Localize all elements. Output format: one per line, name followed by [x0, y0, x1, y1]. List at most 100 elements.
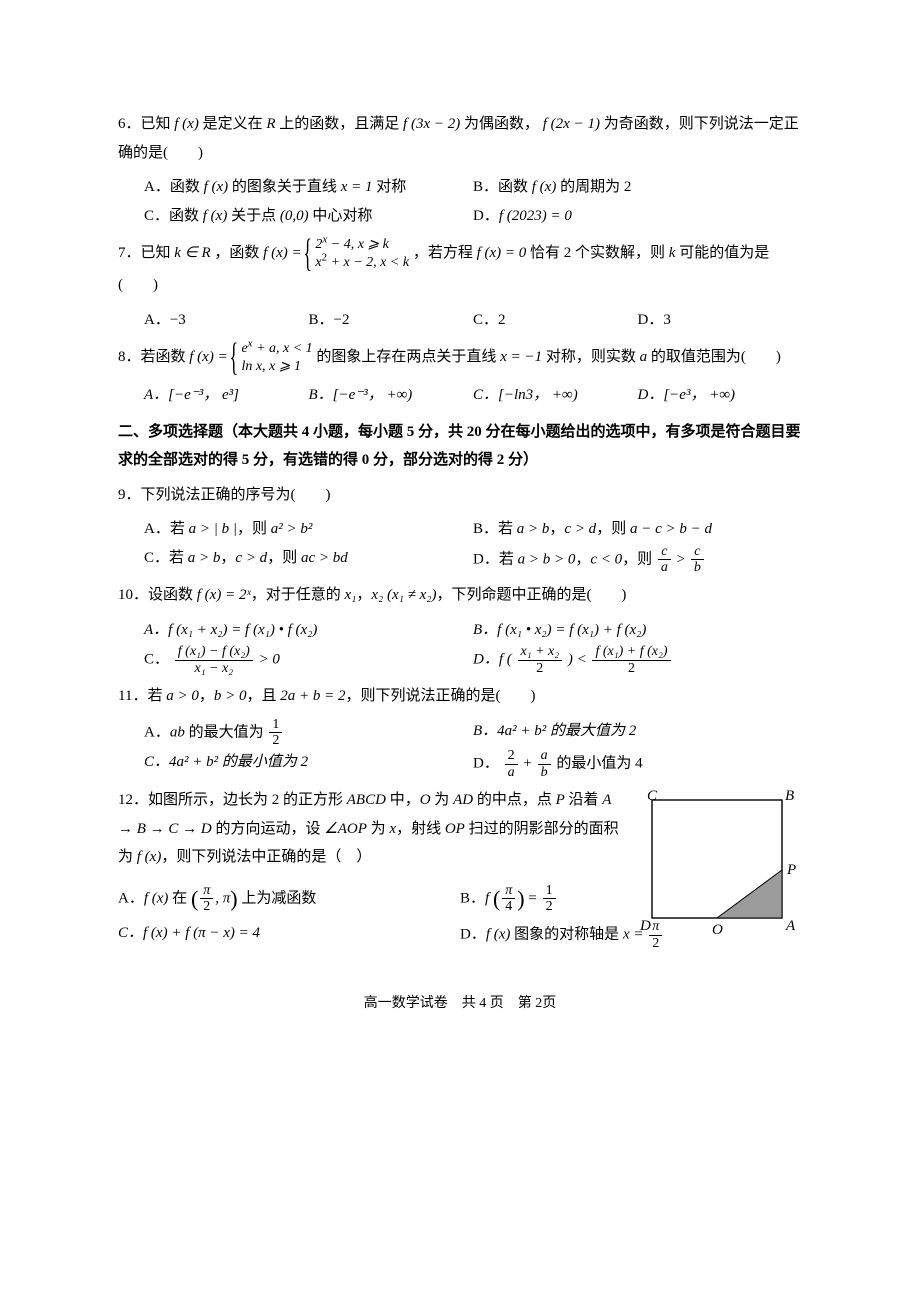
q11-t: ，则下列说法正确的是( ): [345, 688, 535, 704]
q7-piecewise: 2x − 4, x ⩾ k x2 + x − 2, x < k: [305, 236, 409, 271]
q11-A-d: 2: [269, 732, 282, 748]
q12-option-A: A．f (x) 在 (π2, π) 上为减函数: [118, 878, 460, 920]
q6-B-text: B．函数: [473, 179, 532, 195]
q10-t: ，下列命题中正确的是( ): [436, 587, 626, 603]
q11-c1: a > 0: [166, 688, 199, 704]
q11-A-ab: ab: [170, 724, 185, 740]
q6-A-text: A．函数: [144, 179, 204, 195]
q11-option-D: D． 2a + ab 的最小值为 4: [473, 748, 802, 780]
q12-OP: OP: [445, 821, 465, 837]
q11-options: A．ab 的最大值为 12 B．4a² + b² 的最大值为 2 C．4a² +…: [118, 717, 802, 781]
q12-A-d: 2: [200, 898, 213, 914]
q6-f3x2: f (3x − 2): [403, 116, 460, 132]
q9-D-frac1: ca: [658, 544, 671, 576]
q9-A-res: a² > b²: [271, 521, 313, 537]
q12-A-frac: π2: [200, 883, 213, 915]
question-8: 8．若函数 f (x) = ex + a, x < 1 ln x, x ⩾ 1 …: [118, 340, 802, 375]
q10-D-rhs: f (x₁) + f (x₂)2: [592, 644, 670, 676]
q11-t: ，且: [246, 688, 280, 704]
q9-A-t: A．若: [144, 521, 189, 537]
q6-C-text: 关于点: [227, 208, 280, 224]
q12-t: 沿着: [565, 792, 603, 808]
q12-t: ，则下列说法中正确的是（ ）: [161, 849, 371, 865]
q9-options: A．若 a > | b | ，则 a² > b² B．若 a > b，c > d，…: [118, 515, 802, 575]
q9-D-f2n: c: [691, 544, 704, 559]
q7-kR: k ∈ R: [174, 245, 210, 261]
q12-B-frac: π4: [502, 883, 515, 915]
q9-D-frac2: cb: [691, 544, 704, 576]
question-6: 6．已知 f (x) 是定义在 R 上的函数，且满足 f (3x − 2) 为偶…: [118, 110, 802, 167]
q12-ang: ∠AOP: [324, 821, 367, 837]
q6-text: 6．已知: [118, 116, 174, 132]
q10-C-num: f (x₁) − f (x₂): [175, 644, 253, 659]
q12-t: 的中点，点: [473, 792, 556, 808]
q8-piecewise: ex + a, x < 1 ln x, x ⩾ 1: [231, 340, 312, 375]
q9-option-C: C．若 a > b，c > d，则 ac > bd: [144, 544, 473, 576]
q10-option-A: A．f (x₁ + x₂) = f (x₁) • f (x₂): [144, 616, 473, 645]
q11-t: ，: [199, 688, 214, 704]
q6-A-text: 对称: [372, 179, 406, 195]
q6-A-text: 的图象关于直线: [228, 179, 341, 195]
q10-C-frac: f (x₁) − f (x₂)x₁ − x₂: [175, 644, 253, 676]
q11-D-f2: ab: [538, 748, 551, 780]
q11-D-plus: +: [523, 756, 535, 772]
q8-r1b: + a, x < 1: [253, 341, 313, 356]
q10-fx: f (x) = 2ˣ: [197, 587, 251, 603]
q6-B-fx: f (x): [532, 179, 557, 195]
fig-label-O: O: [712, 922, 723, 938]
q10-D-arg: x₁ + x₂2: [518, 644, 563, 676]
fig-label-B: B: [785, 788, 794, 804]
q9-B-t: ，则: [596, 521, 630, 537]
q6-option-A: A．函数 f (x) 的图象关于直线 x = 1 对称: [144, 173, 473, 202]
q9-D-f1d: a: [658, 559, 671, 575]
question-7: 7．已知 k ∈ R ，函数 f (x) = 2x − 4, x ⩾ k x2 …: [118, 236, 802, 300]
q12-D-mid: 图象的对称轴是: [510, 927, 623, 943]
q6-text: 是定义在: [203, 116, 267, 132]
q9-D-f2d: b: [691, 559, 704, 575]
q12-B-rd: 2: [543, 898, 556, 914]
q10-t: ，对于任意的: [251, 587, 345, 603]
q11-D-f1: 2a: [505, 748, 518, 780]
q9-D-gt: >: [677, 551, 689, 567]
section-2-heading: 二、多项选择题（本大题共 4 小题，每小题 5 分，共 20 分在每小题给出的选…: [118, 418, 802, 475]
q12-B-eq: =: [525, 890, 541, 906]
fig-label-D: D: [639, 918, 651, 934]
q11-option-A: A．ab 的最大值为 12: [144, 717, 473, 749]
q12-A-mid1: 在: [168, 890, 191, 906]
square-diagram-icon: C B P D O A: [637, 788, 802, 943]
q11-D-suf: 的最小值为 4: [556, 756, 642, 772]
q7-r1b: − 4, x ⩾ k: [327, 237, 389, 252]
q12-P: P: [556, 792, 565, 808]
q12-option-C: C．f (x) + f (π − x) = 4: [118, 919, 460, 951]
q12-B-rfrac: 12: [543, 883, 556, 915]
q9-option-B: B．若 a > b，c > d，则 a − c > b − d: [473, 515, 802, 544]
q6-C-fx: f (x): [203, 208, 228, 224]
question-11: 11．若 a > 0，b > 0，且 2a + b = 2，则下列说法正确的是(…: [118, 682, 802, 711]
q12-B-f: f: [485, 890, 493, 906]
q12-t: 中，: [386, 792, 420, 808]
q7-text: 恰有 2 个实数解，则: [530, 245, 669, 261]
q7-text: 7．已知: [118, 245, 174, 261]
q6-fx: f (x): [174, 116, 199, 132]
q9-C-res: ac > bd: [301, 550, 348, 566]
q6-option-B: B．函数 f (x) 的周期为 2: [473, 173, 802, 202]
q8-a: a: [640, 349, 648, 365]
q6-C-text: C．函数: [144, 208, 203, 224]
q12-A-suf: 上为减函数: [238, 890, 317, 906]
fig-label-C: C: [647, 788, 658, 804]
q10-D-rn: f (x₁) + f (x₂): [592, 644, 670, 659]
q12-t: ，射线: [396, 821, 445, 837]
fig-label-P: P: [786, 862, 796, 878]
q10-option-C: C． f (x₁) − f (x₂)x₁ − x₂ > 0: [144, 644, 473, 676]
q11-t: 11．若: [118, 688, 166, 704]
q8-option-B: B．[−e⁻³， +∞): [309, 381, 474, 410]
q11-c3: 2a + b = 2: [280, 688, 345, 704]
q9-A-cond: a > | b |: [189, 521, 237, 537]
q10-C-suf: > 0: [259, 652, 280, 668]
q7-r2b: + x − 2, x < k: [327, 255, 409, 270]
q12-t: 的方向运动，设: [212, 821, 325, 837]
q10-D-pre: D．f (: [473, 652, 512, 668]
q12-A-n: π: [200, 883, 213, 898]
question-9: 9．下列说法正确的序号为( ): [118, 481, 802, 510]
q6-option-D: D．f (2023) = 0: [473, 202, 802, 231]
